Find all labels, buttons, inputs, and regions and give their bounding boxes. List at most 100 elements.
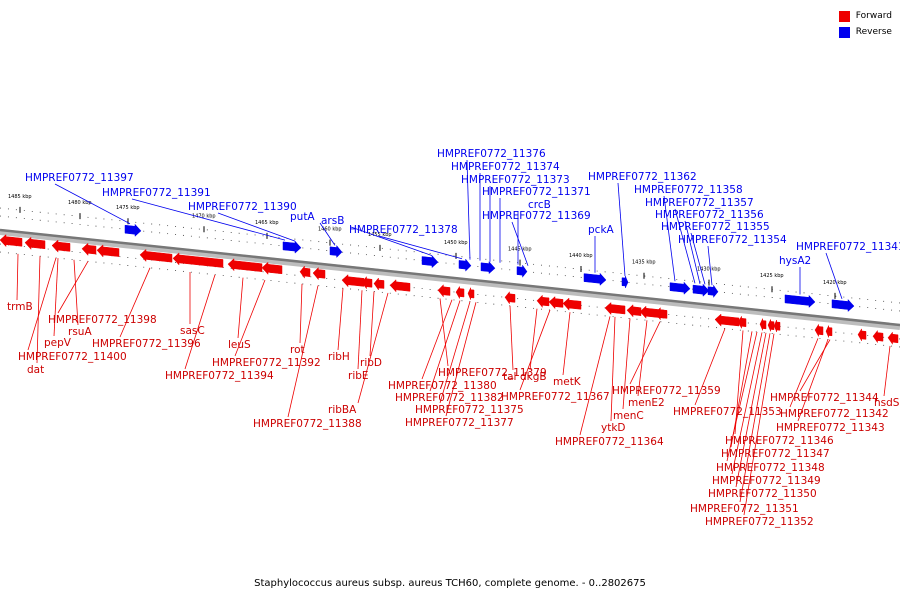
dotted-row-3 — [0, 251, 900, 348]
tick-label: 1485 kbp — [8, 194, 32, 200]
gene-labels: HMPREF0772_11397 HMPREF0772_11391 HMPREF07… — [7, 148, 900, 528]
forward-leader-line — [429, 300, 461, 392]
forward-gene-label: leuS — [228, 339, 251, 351]
tick-label: 1435 kbp — [632, 260, 656, 266]
forward-gene-arrow — [548, 296, 564, 310]
forward-gene-arrow — [139, 248, 173, 263]
tick-label: 1455 kbp — [368, 232, 392, 238]
tick-label: 1470 kbp — [192, 213, 216, 219]
forward-gene-arrow — [737, 315, 747, 330]
forward-gene-label: HMPREF0772_11394 — [165, 370, 274, 382]
forward-gene-label: HMPREF0772_11347 — [721, 448, 830, 460]
forward-gene-label: ytkD — [601, 422, 626, 434]
forward-gene-arrow — [312, 266, 326, 281]
reverse-gene-arrow — [707, 284, 719, 299]
forward-gene-label: rot — [290, 344, 305, 356]
genome-backbone — [0, 228, 900, 327]
tick-label: 1475 kbp — [116, 205, 140, 211]
forward-gene-label: ribBA — [328, 404, 357, 416]
reverse-gene-arrow — [329, 244, 343, 259]
forward-leader-line — [36, 256, 41, 364]
forward-leader-line — [739, 333, 771, 503]
reverse-gene-arrow — [583, 272, 607, 286]
forward-gene-label: HMPREF0772_11379 — [438, 367, 547, 379]
forward-gene-arrow — [767, 319, 775, 332]
forward-gene-label: HMPREF0772_11353 — [673, 406, 782, 418]
forward-gene-arrow — [227, 258, 263, 272]
reverse-leader-line — [617, 182, 626, 277]
forward-gene-arrow — [654, 307, 668, 321]
reverse-leader-line — [378, 235, 463, 260]
forward-gene-label: HMPREF0772_11346 — [725, 435, 834, 447]
forward-gene-label: HMPREF0772_11364 — [555, 436, 664, 448]
forward-gene-arrow — [759, 318, 767, 331]
forward-gene-label: sasC — [180, 325, 205, 337]
reverse-gene-label: HMPREF0772_11371 — [482, 186, 591, 198]
reverse-leader-line — [217, 212, 296, 242]
reverse-leader-line — [350, 226, 433, 256]
forward-leader-line — [53, 258, 59, 337]
forward-gene-label: HMPREF0772_11359 — [612, 385, 721, 397]
forward-gene-label: pepV — [44, 337, 72, 349]
reverse-leader-line — [319, 222, 336, 246]
tick-label: 1460 kbp — [318, 227, 342, 233]
reverse-gene-arrow — [124, 223, 142, 237]
reverse-gene-label: arsB — [321, 215, 344, 227]
reverse-gene-label: HMPREF0772_11373 — [461, 174, 570, 186]
forward-gene-arrow — [872, 329, 884, 344]
forward-gene-arrow — [887, 331, 899, 346]
forward-leader-line — [610, 316, 616, 422]
forward-gene-arrow — [172, 252, 224, 268]
forward-leader-line — [622, 318, 631, 410]
reverse-gene-label: HMPREF0772_11341 — [796, 241, 900, 253]
forward-leader-line — [357, 292, 389, 404]
forward-gene-label: dkgB — [520, 371, 547, 383]
forward-gene-label: HMPREF0772_11343 — [776, 422, 885, 434]
forward-gene-label: HMPREF0772_11382 — [395, 392, 504, 404]
forward-gene-label: HMPREF0772_11367 — [501, 391, 610, 403]
forward-swatch — [838, 10, 850, 22]
legend-forward-label: Forward — [855, 11, 892, 21]
reverse-leader-line — [131, 198, 286, 241]
forward-gene-label: HMPREF0772_11342 — [780, 408, 889, 420]
legend-reverse: Reverse — [838, 24, 892, 40]
forward-gene-label: HMPREF0772_11377 — [405, 417, 514, 429]
reverse-gene-arrow — [669, 281, 691, 295]
forward-gene-label: HMPREF0772_11352 — [705, 516, 814, 528]
forward-gene-arrow — [261, 261, 283, 275]
tick-label: 1480 kbp — [68, 200, 92, 206]
genome-backbone-shadow — [0, 229, 900, 330]
reverse-gene-label: HMPREF0772_11391 — [102, 187, 211, 199]
forward-gene-label: HMPREF0772_11348 — [716, 462, 825, 474]
reverse-gene-label: HMPREF0772_11374 — [451, 161, 560, 173]
reverse-leader-line — [690, 232, 706, 285]
forward-leader-line — [119, 267, 151, 338]
forward-leader-line — [57, 261, 89, 314]
forward-gene-label: trmB — [7, 301, 33, 313]
gene-arrows — [0, 223, 899, 346]
forward-gene-arrow — [814, 323, 824, 338]
reverse-leader-line — [54, 183, 131, 225]
reverse-gene-label: HMPREF0772_11354 — [678, 234, 787, 246]
forward-gene-label: HMPREF0772_11350 — [708, 488, 817, 500]
forward-leader-line — [299, 283, 303, 344]
forward-gene-label: HMPREF0772_11351 — [690, 503, 799, 515]
forward-leader-line — [735, 332, 767, 488]
tick-label: 1430 kbp — [697, 267, 721, 273]
genome-caption: Staphylococcus aureus subsp. aureus TCH6… — [254, 578, 646, 589]
forward-leader-line — [421, 299, 453, 380]
forward-gene-label: HMPREF0772_11344 — [770, 392, 879, 404]
reverse-gene-arrow — [831, 298, 855, 313]
forward-gene-label: HMPREF0772_11392 — [212, 357, 321, 369]
forward-gene-arrow — [455, 285, 465, 300]
forward-gene-label: HMPREF0772_11375 — [415, 404, 524, 416]
forward-gene-arrow — [373, 277, 385, 291]
forward-leader-line — [629, 321, 661, 385]
reverse-gene-label: hysA2 — [779, 255, 811, 267]
forward-gene-label: HMPREF0772_11398 — [48, 314, 157, 326]
forward-gene-arrow — [604, 301, 626, 316]
legend-forward: Forward — [838, 8, 892, 24]
forward-gene-arrow — [299, 265, 311, 279]
reverse-gene-label: HMPREF0772_11390 — [188, 201, 297, 213]
